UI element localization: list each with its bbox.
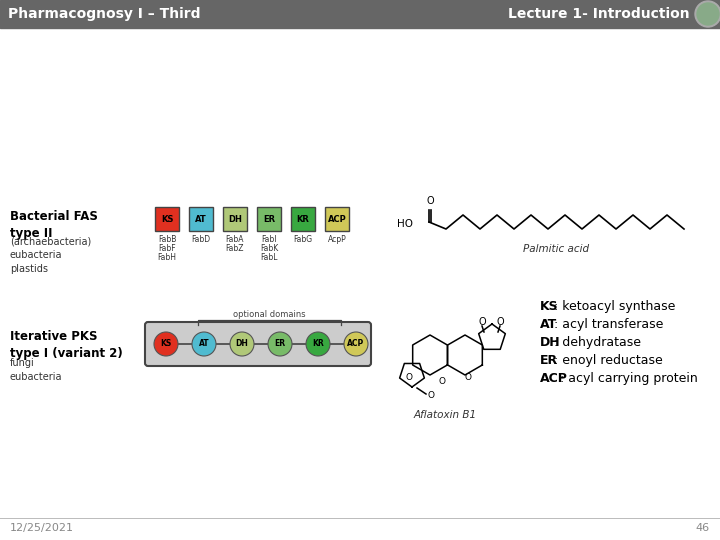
Circle shape	[230, 332, 254, 356]
Text: ACP: ACP	[347, 340, 364, 348]
Text: KS: KS	[540, 300, 559, 313]
FancyBboxPatch shape	[145, 322, 371, 366]
Text: O: O	[428, 392, 435, 401]
Text: Pharmacognosy I – Third: Pharmacognosy I – Third	[8, 7, 200, 21]
Circle shape	[154, 332, 178, 356]
Text: AT: AT	[540, 318, 557, 331]
Text: KS: KS	[161, 214, 174, 224]
FancyBboxPatch shape	[257, 207, 281, 231]
Text: Aflatoxin B1: Aflatoxin B1	[413, 410, 477, 420]
Circle shape	[344, 332, 368, 356]
Circle shape	[268, 332, 292, 356]
Text: ACP: ACP	[328, 214, 346, 224]
Text: FabZ: FabZ	[226, 244, 244, 253]
Text: : acyl transferase: : acyl transferase	[554, 318, 663, 331]
Text: AT: AT	[199, 340, 210, 348]
Text: fungi
eubacteria: fungi eubacteria	[10, 358, 63, 382]
Text: O: O	[405, 374, 413, 382]
Text: Lecture 1- Introduction: Lecture 1- Introduction	[508, 7, 690, 21]
Text: : dehydratase: : dehydratase	[554, 336, 641, 349]
Circle shape	[697, 3, 719, 25]
Text: ER: ER	[274, 340, 286, 348]
Text: FabB: FabB	[158, 235, 176, 244]
Text: : enoyl reductase: : enoyl reductase	[554, 354, 662, 367]
Text: : acyl carrying protein: : acyl carrying protein	[560, 372, 698, 385]
Text: DH: DH	[540, 336, 561, 349]
Text: FabG: FabG	[294, 235, 312, 244]
Text: 46: 46	[696, 523, 710, 533]
FancyBboxPatch shape	[155, 207, 179, 231]
Circle shape	[192, 332, 216, 356]
FancyBboxPatch shape	[325, 207, 349, 231]
Text: optional domains: optional domains	[233, 310, 306, 319]
Circle shape	[306, 332, 330, 356]
Text: Palmitic acid: Palmitic acid	[523, 244, 590, 254]
Text: FabD: FabD	[192, 235, 210, 244]
Text: HO: HO	[397, 219, 413, 229]
Text: : ketoacyl synthase: : ketoacyl synthase	[554, 300, 675, 313]
Text: ER: ER	[263, 214, 275, 224]
Text: FabA: FabA	[226, 235, 244, 244]
Text: KS: KS	[161, 340, 171, 348]
Text: O: O	[438, 377, 446, 387]
Text: (archaebacteria)
eubacteria
plastids: (archaebacteria) eubacteria plastids	[10, 236, 91, 274]
Text: FabH: FabH	[158, 253, 176, 262]
Text: ER: ER	[540, 354, 558, 367]
Text: FabF: FabF	[158, 244, 176, 253]
Text: FabK: FabK	[260, 244, 278, 253]
Text: O: O	[426, 196, 434, 206]
FancyBboxPatch shape	[291, 207, 315, 231]
Text: O: O	[464, 374, 472, 382]
FancyBboxPatch shape	[223, 207, 247, 231]
Text: Iterative PKS
type I (variant 2): Iterative PKS type I (variant 2)	[10, 330, 122, 360]
FancyBboxPatch shape	[189, 207, 213, 231]
Text: KR: KR	[297, 214, 310, 224]
Text: AT: AT	[195, 214, 207, 224]
Text: Bacterial FAS
type II: Bacterial FAS type II	[10, 210, 98, 240]
Text: ACP: ACP	[540, 372, 568, 385]
Text: FabL: FabL	[260, 253, 278, 262]
Bar	[0, 0, 720, 28]
Text: 12/25/2021: 12/25/2021	[10, 523, 74, 533]
Text: DH: DH	[235, 340, 248, 348]
Text: O: O	[496, 317, 504, 327]
Text: KR: KR	[312, 340, 324, 348]
Text: DH: DH	[228, 214, 242, 224]
Text: FabI: FabI	[261, 235, 276, 244]
Text: AcpP: AcpP	[328, 235, 346, 244]
Circle shape	[695, 1, 720, 27]
Text: O: O	[478, 317, 486, 327]
